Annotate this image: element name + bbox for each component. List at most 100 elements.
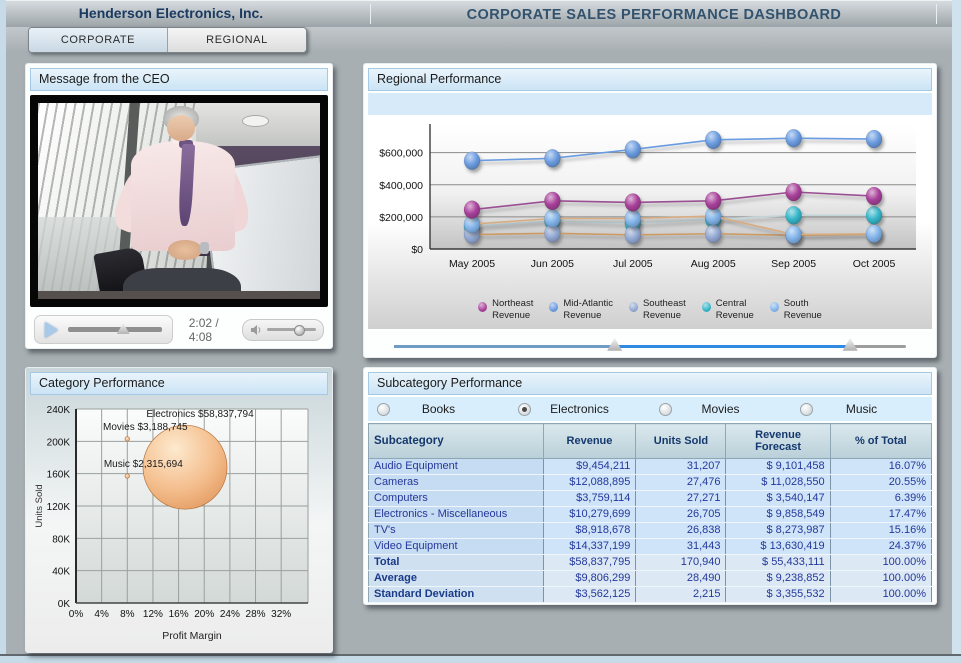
subcategory-cell: Video Equipment	[368, 538, 544, 555]
legend-label: South Revenue	[783, 298, 822, 322]
range-slider-track[interactable]	[394, 344, 906, 348]
date-range-slider[interactable]	[394, 335, 906, 359]
value-cell: $14,337,199	[543, 538, 637, 555]
series-northeast-revenue	[463, 182, 883, 219]
column-header: % of Total	[830, 423, 933, 459]
tab-regional[interactable]: REGIONAL	[168, 28, 306, 52]
table-row: Video Equipment $14,337,199 31,443 $ 13,630…	[368, 538, 933, 555]
radio-button-icon[interactable]	[659, 402, 672, 416]
column-header: Subcategory	[368, 423, 544, 459]
playback-controls	[34, 315, 173, 344]
legend-marker-icon	[628, 302, 638, 312]
bottom-edge-strip	[0, 654, 961, 663]
value-cell: 170,940	[635, 554, 727, 571]
legend-item: Northeast Revenue	[478, 298, 533, 323]
volume-control[interactable]	[242, 318, 324, 341]
value-cell: $9,454,211	[543, 458, 637, 475]
svg-text:16%: 16%	[169, 609, 189, 620]
bubble-electronics	[142, 424, 228, 510]
bubble-label-music: Music $2,315,694	[104, 459, 183, 470]
category-radio-group: Books Electronics Movies Music	[368, 397, 932, 421]
value-cell: 16.07%	[830, 458, 933, 475]
radio-music[interactable]: Music	[791, 397, 932, 421]
view-tabs: CORPORATE REGIONAL	[28, 27, 307, 53]
value-cell: 100.00%	[830, 586, 933, 603]
subcategory-panel-title: Subcategory Performance	[368, 372, 932, 395]
svg-text:20%: 20%	[194, 609, 214, 620]
legend-label: Central Revenue	[715, 298, 754, 322]
seek-slider[interactable]	[68, 323, 162, 334]
speaker-icon	[251, 324, 261, 335]
value-cell: $3,759,114	[543, 490, 637, 507]
office-ceiling	[195, 103, 320, 153]
left-edge-strip	[0, 0, 6, 663]
column-header: Revenue Forecast	[725, 423, 831, 459]
value-cell: 24.37%	[830, 538, 933, 555]
table-row: Electronics - Miscellaneous $10,279,699 26…	[368, 506, 933, 523]
svg-text:0K: 0K	[58, 599, 71, 610]
svg-text:160K: 160K	[47, 470, 71, 481]
legend-label: Mid-Atlantic Revenue	[563, 298, 613, 322]
svg-text:$0: $0	[411, 244, 423, 256]
svg-text:Aug 2005: Aug 2005	[691, 258, 736, 270]
ceo-figure	[167, 240, 202, 260]
svg-text:$600,000: $600,000	[379, 148, 423, 160]
radio-books[interactable]: Books	[368, 397, 509, 421]
legend-marker-icon	[549, 302, 559, 312]
column-header: Revenue	[543, 423, 637, 459]
summary-row: Total $58,837,795 170,940 $ 55,433,111 100.0…	[368, 554, 933, 571]
svg-text:240K: 240K	[47, 405, 71, 416]
subcategory-table: Subcategory Revenue Units Sold Revenue Fore…	[368, 423, 933, 603]
value-cell: 26,838	[635, 522, 727, 539]
company-name: Henderson Electronics, Inc.	[78, 5, 264, 21]
subcategory-cell: Standard Deviation	[368, 586, 544, 603]
radio-electronics[interactable]: Electronics	[509, 397, 650, 421]
value-cell: 27,476	[635, 474, 727, 491]
regional-filter-strip	[368, 93, 932, 115]
radio-button-icon[interactable]	[377, 402, 390, 416]
value-cell: 28,490	[635, 570, 727, 587]
radio-button-icon[interactable]	[518, 402, 531, 416]
table-row: Computers $3,759,114 27,271 $ 3,540,147 6.39…	[368, 490, 933, 507]
svg-text:$200,000: $200,000	[379, 212, 423, 224]
legend-marker-icon	[769, 302, 779, 312]
range-slider-selected-segment	[614, 344, 850, 348]
value-cell: $58,837,795	[543, 554, 637, 571]
svg-text:12%: 12%	[143, 609, 163, 620]
radio-label: Electronics	[550, 402, 609, 416]
legend-marker-icon	[478, 302, 488, 312]
ceo-video[interactable]	[30, 95, 328, 307]
desk-edge	[38, 291, 320, 299]
value-cell: 31,443	[635, 538, 727, 555]
value-cell: 27,271	[635, 490, 727, 507]
svg-text:4%: 4%	[94, 609, 109, 620]
seek-thumb-icon[interactable]	[116, 323, 130, 334]
svg-text:May 2005: May 2005	[449, 258, 495, 270]
value-cell: 26,705	[635, 506, 727, 523]
tab-corporate[interactable]: CORPORATE	[29, 28, 168, 52]
category-bubble-chart: 0% 4% 8% 12% 16% 20% 24% 28% 32% 0K 40K 80K 120K 160K…	[34, 405, 309, 642]
volume-slider[interactable]	[267, 325, 316, 336]
header-divider	[370, 4, 371, 24]
legend-label: Northeast Revenue	[492, 298, 534, 322]
legend-item: South Revenue	[769, 298, 822, 323]
value-cell: $ 55,433,111	[725, 554, 831, 571]
svg-text:Jul 2005: Jul 2005	[613, 258, 653, 270]
table-row: TV's $8,918,678 26,838 $ 8,273,987 15.16%	[368, 522, 933, 539]
subcategory-cell: Total	[368, 554, 544, 571]
table-row: Audio Equipment $9,454,211 31,207 $ 9,101,4…	[368, 458, 933, 475]
series-mid-atlantic-revenue	[463, 128, 883, 170]
page-title: CORPORATE SALES PERFORMANCE DASHBOARD	[466, 7, 842, 23]
svg-text:Units Sold: Units Sold	[34, 484, 45, 527]
play-icon[interactable]	[45, 321, 58, 338]
svg-text:32%: 32%	[271, 609, 291, 620]
volume-thumb-icon[interactable]	[293, 325, 305, 336]
value-cell: $9,806,299	[543, 570, 637, 587]
value-cell: $ 3,540,147	[725, 490, 831, 507]
regional-performance-panel: Regional Performance $0 $200,000 $400,000 $…	[363, 63, 937, 358]
radio-button-icon[interactable]	[800, 402, 813, 416]
radio-movies[interactable]: Movies	[650, 397, 791, 421]
value-cell: $ 8,273,987	[725, 522, 831, 539]
video-thumbnail	[38, 103, 320, 299]
